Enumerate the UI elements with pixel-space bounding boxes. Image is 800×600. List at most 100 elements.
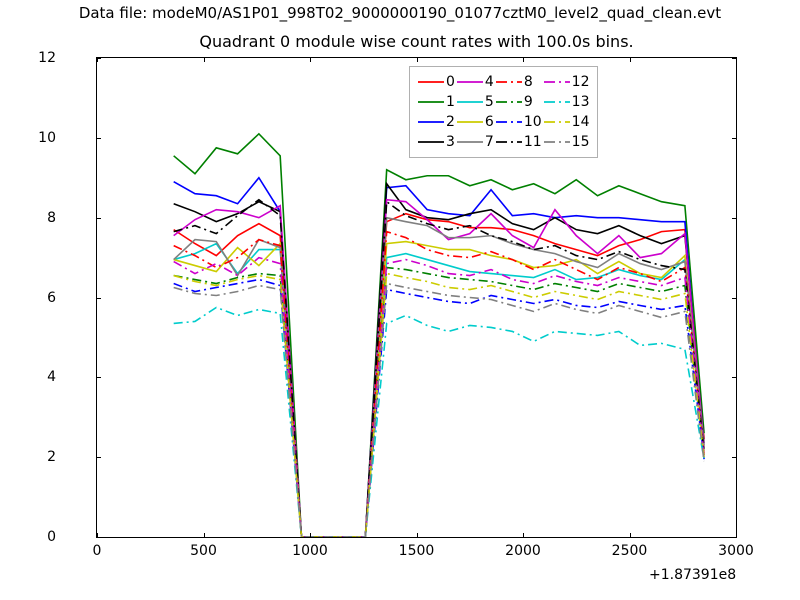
- y-tick-label: 2: [47, 449, 56, 466]
- x-tick-label: 2000: [505, 543, 541, 559]
- legend-label-2: 2: [446, 114, 455, 130]
- series-line-13: [173, 306, 705, 537]
- axes-title: Quadrant 0 module wise count rates with …: [199, 32, 634, 51]
- y-tick-label: 0: [47, 529, 56, 545]
- legend-swatch-9: [494, 92, 524, 112]
- legend-label-5: 5: [484, 94, 494, 110]
- legend-table: 0 4 8 12 1 5 9 13 2 6 10 14 3 7 11 15: [416, 72, 590, 152]
- series-line-12: [173, 256, 705, 537]
- y-tick-mark: [732, 537, 737, 538]
- y-tick-mark: [96, 297, 101, 299]
- x-tick-mark: [97, 533, 98, 538]
- legend-row: 3 7 11 15: [416, 132, 590, 152]
- legend-row: 1 5 9 13: [416, 92, 590, 112]
- x-tick-mark: [203, 57, 205, 62]
- y-tick-mark: [96, 137, 101, 139]
- x-tick-mark: [97, 57, 98, 62]
- legend-swatch-13: [542, 92, 572, 112]
- series-line-1: [173, 132, 705, 537]
- legend-label-1: 1: [446, 94, 455, 110]
- legend-row: 2 6 10 14: [416, 112, 590, 132]
- legend-line-icon: [543, 121, 570, 123]
- y-tick-label: 8: [47, 209, 56, 226]
- series-svg: [173, 132, 705, 537]
- legend-swatch-11: [494, 132, 524, 152]
- y-tick-mark: [732, 297, 737, 299]
- series-line-3: [173, 181, 705, 537]
- legend-line-icon: [456, 121, 483, 123]
- legend-line-icon: [418, 121, 444, 123]
- legend-label-12: 12: [571, 74, 590, 90]
- x-tick-label: 1000: [292, 543, 328, 559]
- y-tick-mark: [96, 58, 101, 59]
- legend-line-icon: [543, 101, 570, 103]
- legend-line-icon: [543, 141, 570, 143]
- x-tick-mark: [629, 57, 631, 62]
- legend-label-3: 3: [446, 134, 455, 150]
- series-line-5: [173, 242, 705, 537]
- x-tick-mark: [416, 533, 418, 538]
- series-line-15: [173, 282, 705, 537]
- legend-line-icon: [543, 81, 570, 83]
- series-line-6: [173, 240, 705, 537]
- legend-swatch-0: [416, 72, 446, 92]
- legend-label-6: 6: [484, 114, 494, 130]
- legend-line-icon: [418, 81, 444, 83]
- legend-label-9: 9: [523, 94, 533, 110]
- legend-label-7: 7: [484, 134, 494, 150]
- legend-line-icon: [418, 141, 444, 143]
- legend-swatch-4: [455, 72, 485, 92]
- x-tick-label: 500: [190, 543, 217, 559]
- x-tick-mark: [523, 533, 524, 538]
- series-line-2: [173, 176, 705, 537]
- y-tick-mark: [96, 217, 101, 219]
- legend-swatch-3: [416, 132, 446, 152]
- legend-swatch-10: [494, 112, 524, 132]
- y-tick-mark: [96, 537, 101, 538]
- x-tick-label: 1500: [398, 543, 435, 559]
- y-tick-mark: [732, 217, 737, 219]
- y-tick-mark: [732, 58, 737, 59]
- legend-line-icon: [495, 81, 522, 83]
- legend-label-14: 14: [571, 114, 590, 130]
- x-tick-mark: [736, 57, 737, 62]
- series-line-11: [173, 198, 705, 537]
- legend-swatch-7: [455, 132, 485, 152]
- y-tick-mark: [732, 457, 737, 459]
- legend-line-icon: [456, 81, 483, 83]
- legend-swatch-1: [416, 92, 446, 112]
- legend-row: 0 4 8 12: [416, 72, 590, 92]
- x-tick-label: 2500: [611, 543, 648, 559]
- legend-swatch-8: [494, 72, 524, 92]
- x-tick-mark: [736, 533, 737, 538]
- legend-swatch-14: [542, 112, 572, 132]
- series-line-4: [173, 198, 705, 537]
- legend-line-icon: [495, 141, 522, 143]
- series-layer: [97, 58, 736, 537]
- x-tick-mark: [523, 57, 524, 62]
- x-tick-label: 0: [92, 543, 102, 559]
- legend-swatch-12: [542, 72, 572, 92]
- y-tick-label: 6: [47, 289, 56, 306]
- legend-label-0: 0: [446, 74, 455, 90]
- legend-line-icon: [456, 141, 483, 143]
- x-tick-mark: [310, 533, 311, 538]
- legend-label-15: 15: [571, 134, 590, 150]
- legend-swatch-2: [416, 112, 446, 132]
- x-tick-mark: [203, 533, 205, 538]
- figure-suptitle: Data file: modeM0/AS1P01_998T02_90000001…: [78, 4, 722, 22]
- legend-swatch-6: [455, 112, 485, 132]
- legend-line-icon: [418, 101, 444, 103]
- x-axis-offset-label: +1.87391e8: [649, 567, 737, 583]
- y-tick-label: 10: [38, 129, 56, 146]
- x-tick-mark: [310, 57, 311, 62]
- legend-line-icon: [456, 101, 483, 103]
- y-tick-mark: [96, 457, 101, 459]
- x-tick-label: 3000: [718, 543, 754, 559]
- x-tick-mark: [416, 57, 418, 62]
- legend-label-4: 4: [484, 74, 494, 90]
- y-tick-label: 12: [38, 50, 56, 66]
- legend-label-8: 8: [523, 74, 533, 90]
- y-tick-mark: [732, 377, 737, 379]
